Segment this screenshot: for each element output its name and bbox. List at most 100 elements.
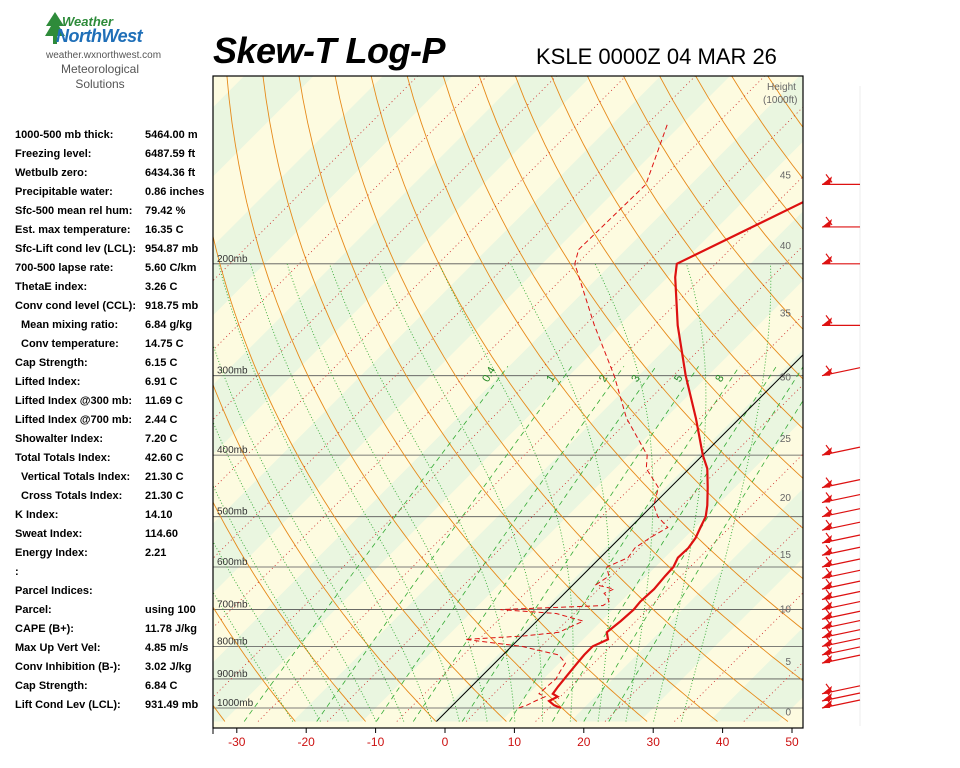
wind-barb (821, 697, 861, 709)
height-label: 10 (780, 604, 792, 615)
dry-adiabat-line (262, 76, 648, 722)
moist-adiabat-line (213, 484, 349, 722)
wind-barb-feather (825, 216, 833, 226)
logo-brand-main: NorthWest (56, 26, 143, 46)
index-label: Parcel: (15, 604, 52, 616)
index-row: Lifted Index @700 mb: 2.44 C (15, 411, 210, 430)
dry-adiabat-line (873, 73, 960, 722)
isotherm-band (709, 627, 803, 722)
index-label: Cap Strength: (15, 357, 88, 369)
dry-adiabat-line (370, 76, 803, 682)
index-label: Precipitable water: (15, 186, 113, 198)
index-value: 42.60 C (145, 452, 184, 464)
index-row: 1000-500 mb thick: 5464.00 m (15, 126, 210, 145)
wind-barb-flag (822, 508, 832, 517)
mixing-ratio-line (412, 366, 657, 722)
wind-barb (821, 544, 861, 556)
wind-barb (821, 627, 861, 639)
mixing-ratio-line (243, 366, 509, 722)
index-value: 3.02 J/kg (145, 661, 192, 673)
index-row: Vertical Totals Index: 21.30 C (15, 468, 210, 487)
x-axis-tick-label: 50 (785, 735, 799, 749)
index-label: 1000-500 mb thick: (15, 129, 114, 141)
dry-adiabat-line (213, 383, 437, 722)
index-label: Energy Index: (15, 547, 88, 559)
index-value: 6.15 C (145, 357, 178, 369)
pressure-label: 800mb (217, 636, 248, 647)
index-row: K Index: 14.10 (15, 506, 210, 525)
index-row: Cross Totals Index: 21.30 C (15, 487, 210, 506)
wind-barb-feather (825, 519, 833, 529)
dry-adiabat-line (298, 76, 718, 722)
pressure-label: 300mb (217, 366, 248, 377)
dry-adiabat-line (226, 76, 578, 722)
index-label: Lifted Index @300 mb: (15, 395, 133, 407)
index-row: Lift Cond Lev (LCL): 931.49 mb (15, 696, 210, 715)
wind-barb (821, 618, 861, 630)
mixing-ratio-label: 2 (597, 373, 610, 384)
x-axis-tick-label: 40 (716, 735, 730, 749)
mixing-ratio-label: 8 (713, 373, 726, 384)
wind-barb (821, 683, 861, 695)
index-label: K Index: (15, 509, 59, 521)
pressure-label: 600mb (217, 557, 248, 568)
index-label: Conv cond level (CCL): (15, 300, 137, 312)
index-row: Freezing level: 6487.59 ft (15, 145, 210, 164)
moist-adiabat-line (213, 343, 405, 722)
wind-barb (821, 608, 861, 620)
height-label: 20 (780, 493, 792, 504)
index-row: Conv temperature: 14.75 C (15, 335, 210, 354)
index-row: Lifted Index @300 mb: 11.69 C (15, 392, 210, 411)
dry-adiabat-line (550, 76, 803, 430)
wind-barb (821, 506, 861, 518)
mixing-ratio-label: 1 (544, 373, 557, 384)
isotherm-band (213, 76, 803, 722)
height-axis-unit: (1000ft) (763, 95, 797, 106)
index-row: Wetbulb zero: 6434.36 ft (15, 164, 210, 183)
index-label: Sweat Index: (15, 528, 83, 540)
index-row: Est. max temperature: 16.35 C (15, 221, 210, 240)
index-value: 11.78 J/kg (145, 623, 197, 635)
index-row: Conv Inhibition (B-): 3.02 J/kg (15, 658, 210, 677)
mixing-ratio-line (375, 366, 625, 722)
index-row: Cap Strength: 6.15 C (15, 354, 210, 373)
wind-barb-feather (825, 544, 833, 554)
index-value: 2.21 (145, 547, 167, 559)
dry-adiabat-line (514, 76, 803, 479)
index-row: Mean mixing ratio: 6.84 g/kg (15, 316, 210, 335)
index-value: 6.91 C (145, 376, 178, 388)
index-label: Cap Strength: (15, 680, 88, 692)
pressure-label: 900mb (217, 669, 248, 680)
isotherm-band (213, 76, 314, 177)
index-label: Lift Cond Lev (LCL): (15, 699, 121, 711)
mixing-ratio-label: 3 (629, 373, 642, 384)
pressure-label: 500mb (217, 507, 248, 518)
index-value: 14.10 (145, 509, 173, 521)
moist-adiabat-line (286, 263, 488, 722)
dry-adiabat-line (801, 73, 960, 722)
mixing-ratio-line (461, 366, 699, 722)
height-axis-title: Height (767, 82, 796, 93)
index-value: 3.26 C (145, 281, 178, 293)
wind-barb (821, 636, 861, 647)
wind-barb-feather (825, 683, 833, 693)
index-row: Sfc-500 mean rel hum: 79.42 % (15, 202, 210, 221)
index-label: Sfc-500 mean rel hum: (15, 205, 133, 217)
dry-adiabat-line (0, 73, 155, 722)
wind-barb (821, 365, 861, 377)
dry-adiabat-line (478, 76, 803, 529)
height-label: 30 (780, 373, 792, 384)
wind-barb (821, 578, 861, 590)
wind-barb-feather (825, 506, 833, 516)
index-value: 6434.36 ft (145, 167, 196, 179)
height-label: 0 (785, 708, 791, 719)
wind-barb-feather (825, 532, 833, 542)
index-label: Conv Inhibition (B-): (15, 661, 121, 673)
isotherm-band (213, 76, 731, 593)
wind-barb-feather (825, 599, 833, 608)
dry-adiabat-line (837, 73, 960, 722)
index-label: Lifted Index @700 mb: (15, 414, 133, 426)
logo-url: weather.wxnorthwest.com (46, 50, 162, 61)
index-row: Energy Index: 2.21 (15, 544, 210, 563)
dry-adiabat-line (909, 73, 960, 722)
